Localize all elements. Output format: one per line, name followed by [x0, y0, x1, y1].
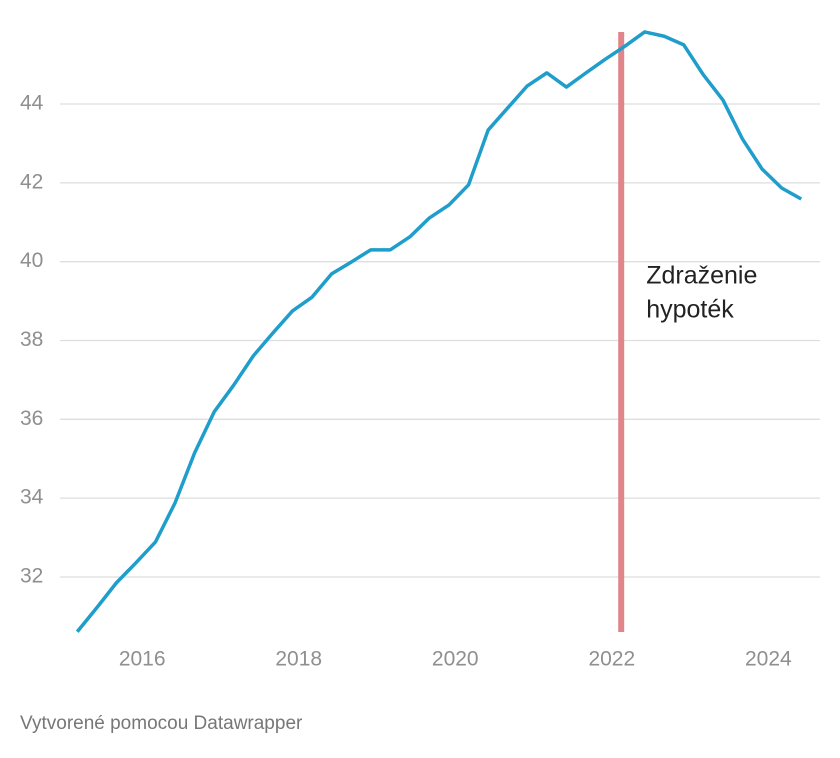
x-tick-label: 2020 [432, 648, 479, 671]
annotation: hypoték [646, 296, 734, 324]
x-tick-label: 2018 [275, 648, 322, 671]
annotation: Zdraženie [646, 262, 757, 290]
x-tick-label: 2016 [119, 648, 166, 671]
source: Vytvorené pomocou Datawrapper [20, 713, 303, 734]
data-line [75, 30, 803, 633]
y-tick-label: 32 [20, 565, 43, 588]
x-tick-label: 2024 [745, 648, 792, 671]
y-tick-label: 40 [20, 249, 43, 272]
y-tick-label: 38 [20, 328, 43, 351]
y-tick-label: 42 [20, 170, 43, 193]
y-tick-label: 34 [20, 486, 44, 509]
y-tick-label: 36 [20, 407, 43, 430]
y-tick-label: 44 [20, 92, 44, 115]
x-tick-label: 2022 [588, 648, 635, 671]
